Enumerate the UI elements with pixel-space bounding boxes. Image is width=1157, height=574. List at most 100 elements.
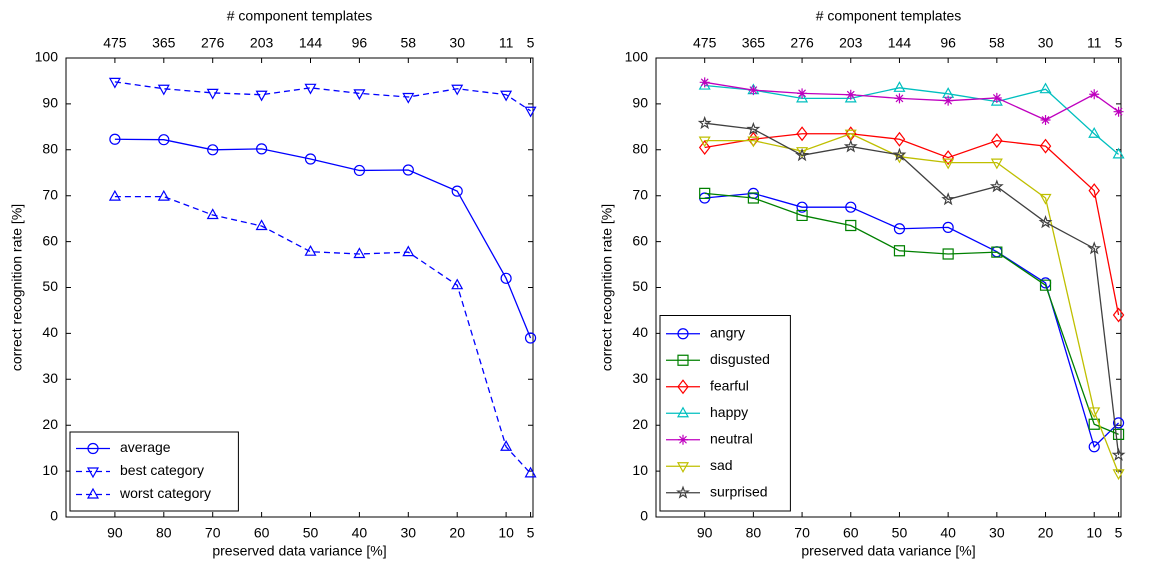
x2-tick-label: 5 [527,35,535,51]
point-marker [402,245,415,257]
point-marker [1039,279,1052,291]
point-marker [304,244,317,256]
point-marker [255,90,268,102]
point-marker [796,147,809,158]
y-tick-label: 20 [632,416,648,432]
point-marker [1088,418,1100,430]
x2-tick-label: 203 [250,35,274,51]
point-marker [157,189,170,201]
point-marker [942,150,954,166]
point-marker [1112,147,1125,159]
point-marker [942,221,954,233]
point-marker [989,179,1004,193]
y-tick-label: 10 [42,462,58,478]
point-marker [108,189,121,201]
point-marker [747,136,760,148]
point-marker [1040,114,1051,125]
point-marker [796,126,808,142]
x2-tick-label: 144 [888,35,912,51]
y-tick-label: 30 [632,370,648,386]
point-marker [304,153,317,165]
legend-marker [86,487,100,499]
y-tick-label: 0 [640,508,648,524]
series-line [114,138,532,339]
point-marker [795,148,809,162]
legend-marker [677,379,689,395]
legend-label: sad [710,457,733,473]
x-tick-label: 40 [352,525,368,541]
point-marker [353,164,366,176]
x2-tick-label: 11 [1087,35,1102,51]
legend-marker [678,434,688,445]
legend-label: best category [120,462,204,478]
point-marker [698,136,711,148]
point-marker [1112,469,1125,481]
point-marker [796,209,808,222]
point-marker [747,192,759,204]
point-marker [894,93,905,104]
series-line [704,192,1120,448]
x2-tick-label: 475 [693,35,717,51]
x-tick-label: 10 [498,525,514,541]
x2-tick-label: 11 [499,35,514,51]
x-tick-label: 60 [254,525,270,541]
y-tick-label: 50 [42,278,58,294]
x2-tick-label: 276 [790,35,814,51]
legend-label: disgusted [710,351,770,367]
x-axis-title: preserved data variance [%] [212,543,386,559]
point-marker [158,134,170,146]
point-marker [1039,193,1052,205]
point-marker [255,219,268,231]
point-marker [1088,407,1101,419]
point-marker [1088,126,1101,138]
y-tick-label: 80 [632,141,648,157]
x2-tick-label: 276 [201,35,225,51]
legend-label: fearful [710,377,749,393]
x-tick-label: 20 [449,525,465,541]
point-marker [796,201,808,213]
point-marker [845,201,857,213]
point-marker [991,133,1003,149]
point-marker [353,247,366,259]
x2-tick-label: 58 [401,35,417,51]
point-marker [1113,106,1124,117]
chart-panel: 0 10 20 30 40 50 60 70 80 90 100 90 80 70 60 50 40 30 20 10… [9,8,537,559]
y-tick-label: 90 [42,95,58,111]
point-marker [845,89,856,100]
y-tick-label: 60 [632,232,648,248]
point-marker [1087,241,1102,255]
point-marker [524,466,537,478]
point-marker [1039,82,1052,94]
y-tick-label: 90 [632,95,648,111]
series-line [704,133,1120,316]
series-line [704,84,1119,155]
x2-axis-title: # component templates [816,8,962,24]
point-marker [893,131,906,147]
point-marker [797,88,808,99]
series-line [704,122,1120,456]
point-marker [991,92,1002,103]
point-marker [746,121,761,136]
y-tick-label: 10 [632,462,648,478]
point-marker [500,90,513,102]
x-tick-label: 70 [205,525,221,541]
x2-tick-label: 365 [152,35,176,51]
point-marker [697,115,712,130]
point-marker [1112,428,1125,440]
x2-tick-label: 475 [103,35,127,51]
point-marker [893,223,906,235]
x-tick-label: 20 [1038,525,1054,541]
y-tick-label: 50 [632,278,648,294]
x-tick-label: 80 [156,525,172,541]
point-marker [207,144,219,156]
point-marker [206,208,219,220]
x-tick-label: 10 [1086,525,1102,541]
point-marker [304,83,317,95]
point-marker [1088,183,1100,199]
x-tick-label: 5 [1115,525,1123,541]
y-tick-label: 30 [42,370,58,386]
legend-label: surprised [710,483,768,499]
point-marker [1038,215,1053,229]
point-marker [699,77,710,88]
y-tick-label: 100 [625,49,649,65]
